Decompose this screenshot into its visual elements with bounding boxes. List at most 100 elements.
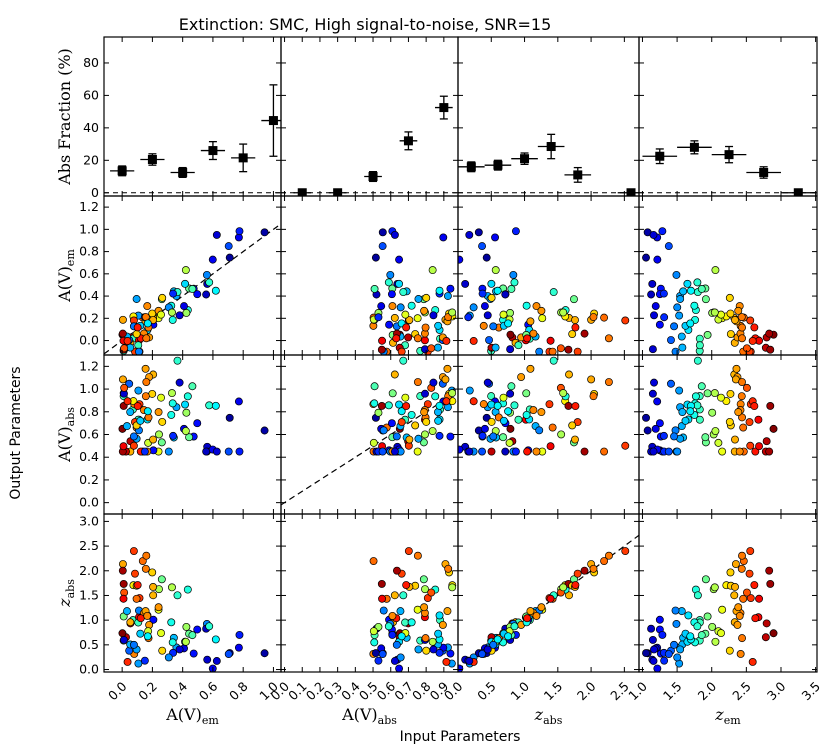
scatter-point [395,664,404,672]
scatter-point [427,344,436,353]
panel-plot-area [639,140,817,196]
scatter-point [442,657,451,666]
scatter-point [225,253,234,262]
scatter-point [390,313,399,322]
scatter-point [235,447,244,456]
scatter-point [384,278,393,287]
scatter-point [224,242,233,251]
abs-fraction-marker [147,154,157,164]
scatter-point [650,311,658,320]
scatter-point [565,591,573,600]
scatter-point [504,632,513,641]
scatter-point [474,228,483,237]
scatter-point [514,415,523,424]
scatter-point [119,594,128,603]
abs-fraction-marker [466,162,476,172]
scatter-point [143,632,152,641]
scatter-point [725,646,734,655]
scatter-point [600,313,609,322]
scatter-point [642,413,650,422]
scatter-point [487,417,496,426]
scatter-point [129,441,138,450]
scatter-point [464,313,473,322]
scatter-point [158,417,167,426]
scatter-point [507,382,516,391]
scatter-point [119,636,128,644]
scatter-point [402,323,411,332]
scatter-point [522,389,531,398]
scatter-point [388,389,397,398]
scatter-point [506,345,515,354]
scatter-point [173,356,182,365]
scatter-point [734,408,743,417]
scatter-point [465,386,474,395]
scatter-point [434,629,443,638]
scatter-point [748,336,757,345]
row-label-1: A(V)em [55,249,77,303]
scatter-point [731,582,739,591]
scatter-point [154,603,163,612]
scatter-point [164,653,173,662]
scatter-point [399,288,408,297]
scatter-point [168,638,177,647]
scatter-point [413,551,422,560]
scatter-point [755,442,764,451]
scatter-point [378,594,387,603]
scatter-point [395,279,403,288]
scatter-point [175,645,184,654]
scatter-point [693,622,702,631]
scatter-point [570,295,578,304]
scatter-point [659,431,668,440]
panel-r1-c0: 0.0 0.2 0.4 0.6 0.8 1.0 1.2 [79,195,282,356]
scatter-point [731,316,739,324]
scatter-point [714,438,723,447]
scatter-point [506,389,515,398]
panel-frame [638,36,818,197]
scatter-point [143,302,152,311]
scatter-point [136,629,145,638]
scatter-point [421,323,430,332]
scatter-point [429,311,438,320]
scatter-point [442,336,451,345]
panel-r2-c3 [638,354,818,515]
scatter-point [387,290,396,299]
scatter-point [746,547,755,555]
scatter-point [745,418,754,427]
panel-r3-c2: 0.0 0.5 1.0 1.5 2.0 2.5 [441,513,640,703]
y-tick-label: 1.2 [79,358,99,373]
panel-plot-area [458,227,630,355]
scatter-point [499,433,508,442]
scatter-point [465,230,474,239]
column-label-1: A(V)abs [341,705,397,727]
scatter-point [478,431,487,440]
scatter-point [461,280,470,288]
scatter-point [658,630,667,639]
y-tick-label: 1.2 [79,199,99,214]
scatter-point [446,432,455,441]
panel-plot-area [458,534,639,672]
scatter-point [580,566,589,575]
scatter-point [718,447,727,456]
scatter-point [487,447,496,456]
scatter-point [392,566,401,575]
scatter-point [390,447,399,456]
scatter-point [659,289,668,298]
scatter-point [710,583,719,592]
scatter-point [168,583,176,592]
scatter-point [157,438,166,447]
scatter-point [133,402,142,411]
panel-frame [638,513,818,673]
scatter-point [118,375,127,384]
scatter-point [133,323,142,332]
scatter-point [738,551,746,560]
scatter-point [369,557,378,565]
scatter-point [649,657,658,665]
scatter-point [683,279,692,288]
scatter-point [181,400,190,409]
y-tick-label: 1.5 [79,587,99,602]
scatter-point [175,378,184,387]
y-tick-label: 0.4 [79,449,99,464]
abs-fraction-marker [439,103,449,113]
scatter-point [224,447,233,456]
scatter-point [387,419,396,428]
